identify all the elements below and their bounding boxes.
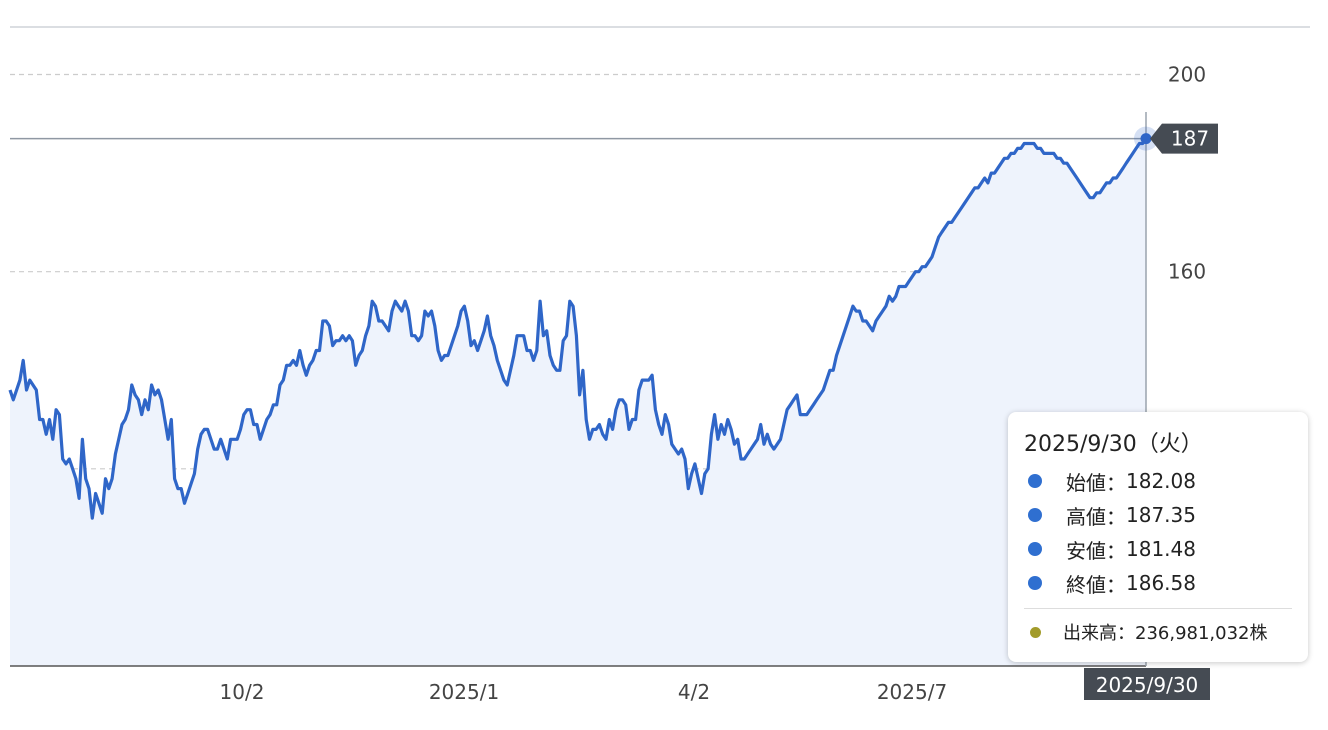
hover-point[interactable] <box>1140 133 1152 145</box>
x-tick-label: 2025/7 <box>877 680 947 704</box>
tooltip-date: 2025/9/30（火） <box>1024 432 1203 457</box>
tooltip-low-value: 181.48 <box>1126 537 1196 561</box>
tooltip-close-label: 終値 <box>1066 569 1126 598</box>
y-tick-label: 160 <box>1168 260 1206 284</box>
tooltip-open-label: 始値 <box>1066 467 1126 496</box>
date-tag: 2025/9/30 <box>1084 668 1210 700</box>
tooltip-volume-row: 出来高 236,981,032株 <box>1024 617 1292 647</box>
tooltip-volume-label: 出来高 <box>1063 619 1135 645</box>
tooltip-open-dot-icon <box>1028 474 1042 488</box>
last-value-tag-shape <box>1150 123 1218 154</box>
tooltip-close-value: 186.58 <box>1126 571 1196 595</box>
tooltip-divider <box>1024 608 1292 609</box>
tooltip-high-value: 187.35 <box>1126 503 1196 527</box>
tooltip-low-label: 安値 <box>1066 535 1126 564</box>
x-tick-label: 10/2 <box>220 680 265 704</box>
date-tag-shape <box>1084 668 1210 700</box>
x-tick-label: 2025/1 <box>429 680 499 704</box>
tooltip-high-row: 高値 187.35 <box>1024 498 1292 532</box>
tooltip-close-dot-icon <box>1028 576 1042 590</box>
last-value-tag-label: 187 <box>1171 127 1209 151</box>
ohlc-tooltip: 2025/9/30（火） 始値 182.08 高値 187.35 安値 181.… <box>1008 412 1308 662</box>
tooltip-low-row: 安値 181.48 <box>1024 532 1292 566</box>
price-area-fill <box>10 138 1146 667</box>
tooltip-volume-value: 236,981,032株 <box>1135 623 1268 644</box>
price-line <box>8 137 1148 520</box>
tooltip-high-dot-icon <box>1028 508 1042 522</box>
x-tick-label: 4/2 <box>678 680 710 704</box>
y-axis-ticks: 160 200 <box>1168 63 1206 284</box>
tooltip-high-label: 高値 <box>1066 501 1126 530</box>
tooltip-low-dot-icon <box>1028 542 1042 556</box>
tooltip-close-row: 終値 186.58 <box>1024 566 1292 600</box>
tooltip-open-value: 182.08 <box>1126 469 1196 493</box>
tooltip-open-row: 始値 182.08 <box>1024 464 1292 498</box>
x-axis-ticks: 10/2 2025/1 4/2 2025/7 <box>220 680 948 704</box>
y-tick-label: 200 <box>1168 63 1206 87</box>
tooltip-volume-dot-icon <box>1030 626 1041 638</box>
date-tag-label: 2025/9/30 <box>1096 673 1199 697</box>
last-value-tag: 187 <box>1150 123 1218 154</box>
